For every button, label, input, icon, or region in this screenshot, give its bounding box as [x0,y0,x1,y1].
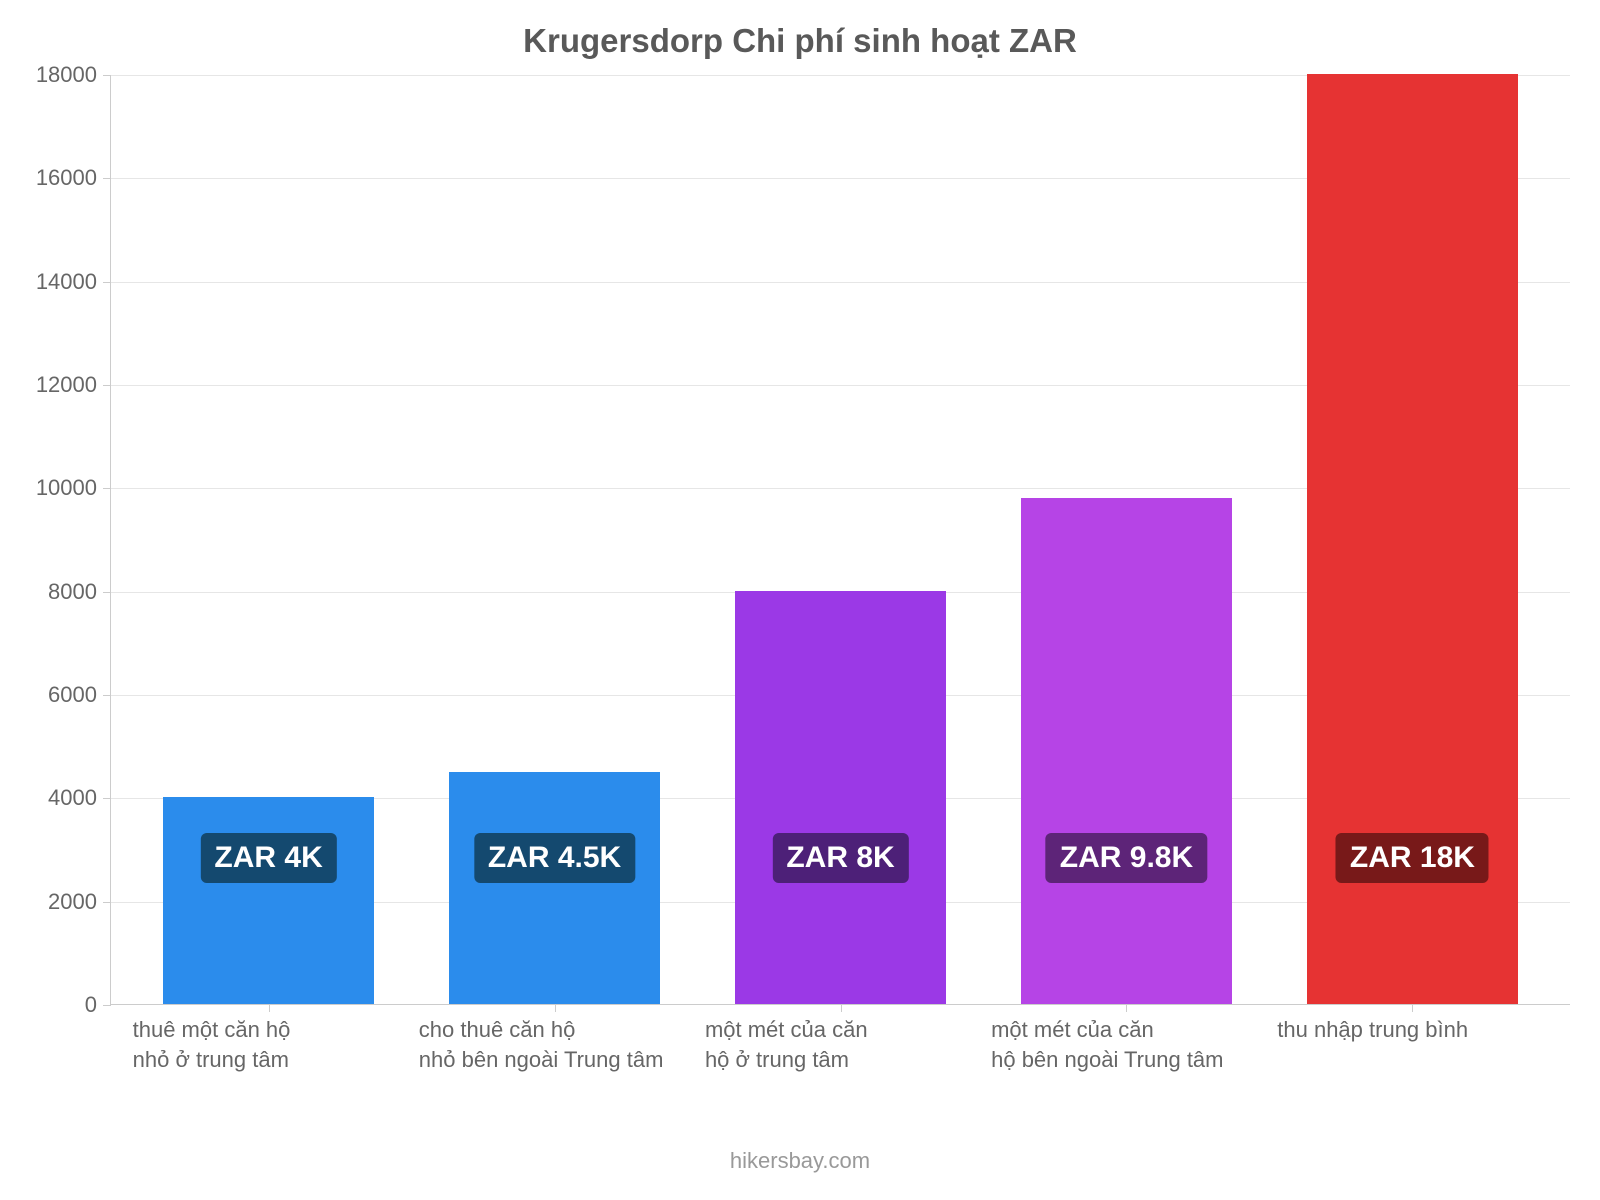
x-tick-mark [841,1004,842,1012]
y-tick-label: 4000 [48,785,111,811]
x-tick-mark [269,1004,270,1012]
bar-data-label: ZAR 4.5K [474,833,635,883]
y-tick-label: 2000 [48,889,111,915]
bar-data-label: ZAR 9.8K [1046,833,1207,883]
x-tick-mark [1412,1004,1413,1012]
bar-data-label: ZAR 4K [200,833,336,883]
x-axis-label: thu nhập trung bình [1277,1015,1468,1045]
y-tick-label: 10000 [36,475,111,501]
bar [163,797,375,1004]
credit-text: hikersbay.com [0,1148,1600,1174]
x-axis-label: một mét của cănhộ bên ngoài Trung tâm [991,1015,1223,1074]
y-tick-label: 14000 [36,269,111,295]
plot-area: 0200040006000800010000120001400016000180… [110,75,1570,1005]
bar [735,591,947,1004]
x-axis-label: một mét của cănhộ ở trung tâm [705,1015,868,1074]
bar-data-label: ZAR 8K [772,833,908,883]
y-tick-label: 6000 [48,682,111,708]
bar [449,772,661,1005]
x-tick-mark [555,1004,556,1012]
y-tick-label: 0 [85,992,111,1018]
y-tick-label: 12000 [36,372,111,398]
y-tick-label: 18000 [36,62,111,88]
bar-data-label: ZAR 18K [1336,833,1489,883]
y-tick-label: 8000 [48,579,111,605]
chart-title: Krugersdorp Chi phí sinh hoạt ZAR [0,22,1600,60]
x-tick-mark [1126,1004,1127,1012]
bar [1021,498,1233,1004]
x-axis-label: cho thuê căn hộnhỏ bên ngoài Trung tâm [419,1015,664,1074]
y-tick-label: 16000 [36,165,111,191]
chart-container: Krugersdorp Chi phí sinh hoạt ZAR 020004… [0,0,1600,1200]
x-axis-label: thuê một căn hộnhỏ ở trung tâm [133,1015,291,1074]
